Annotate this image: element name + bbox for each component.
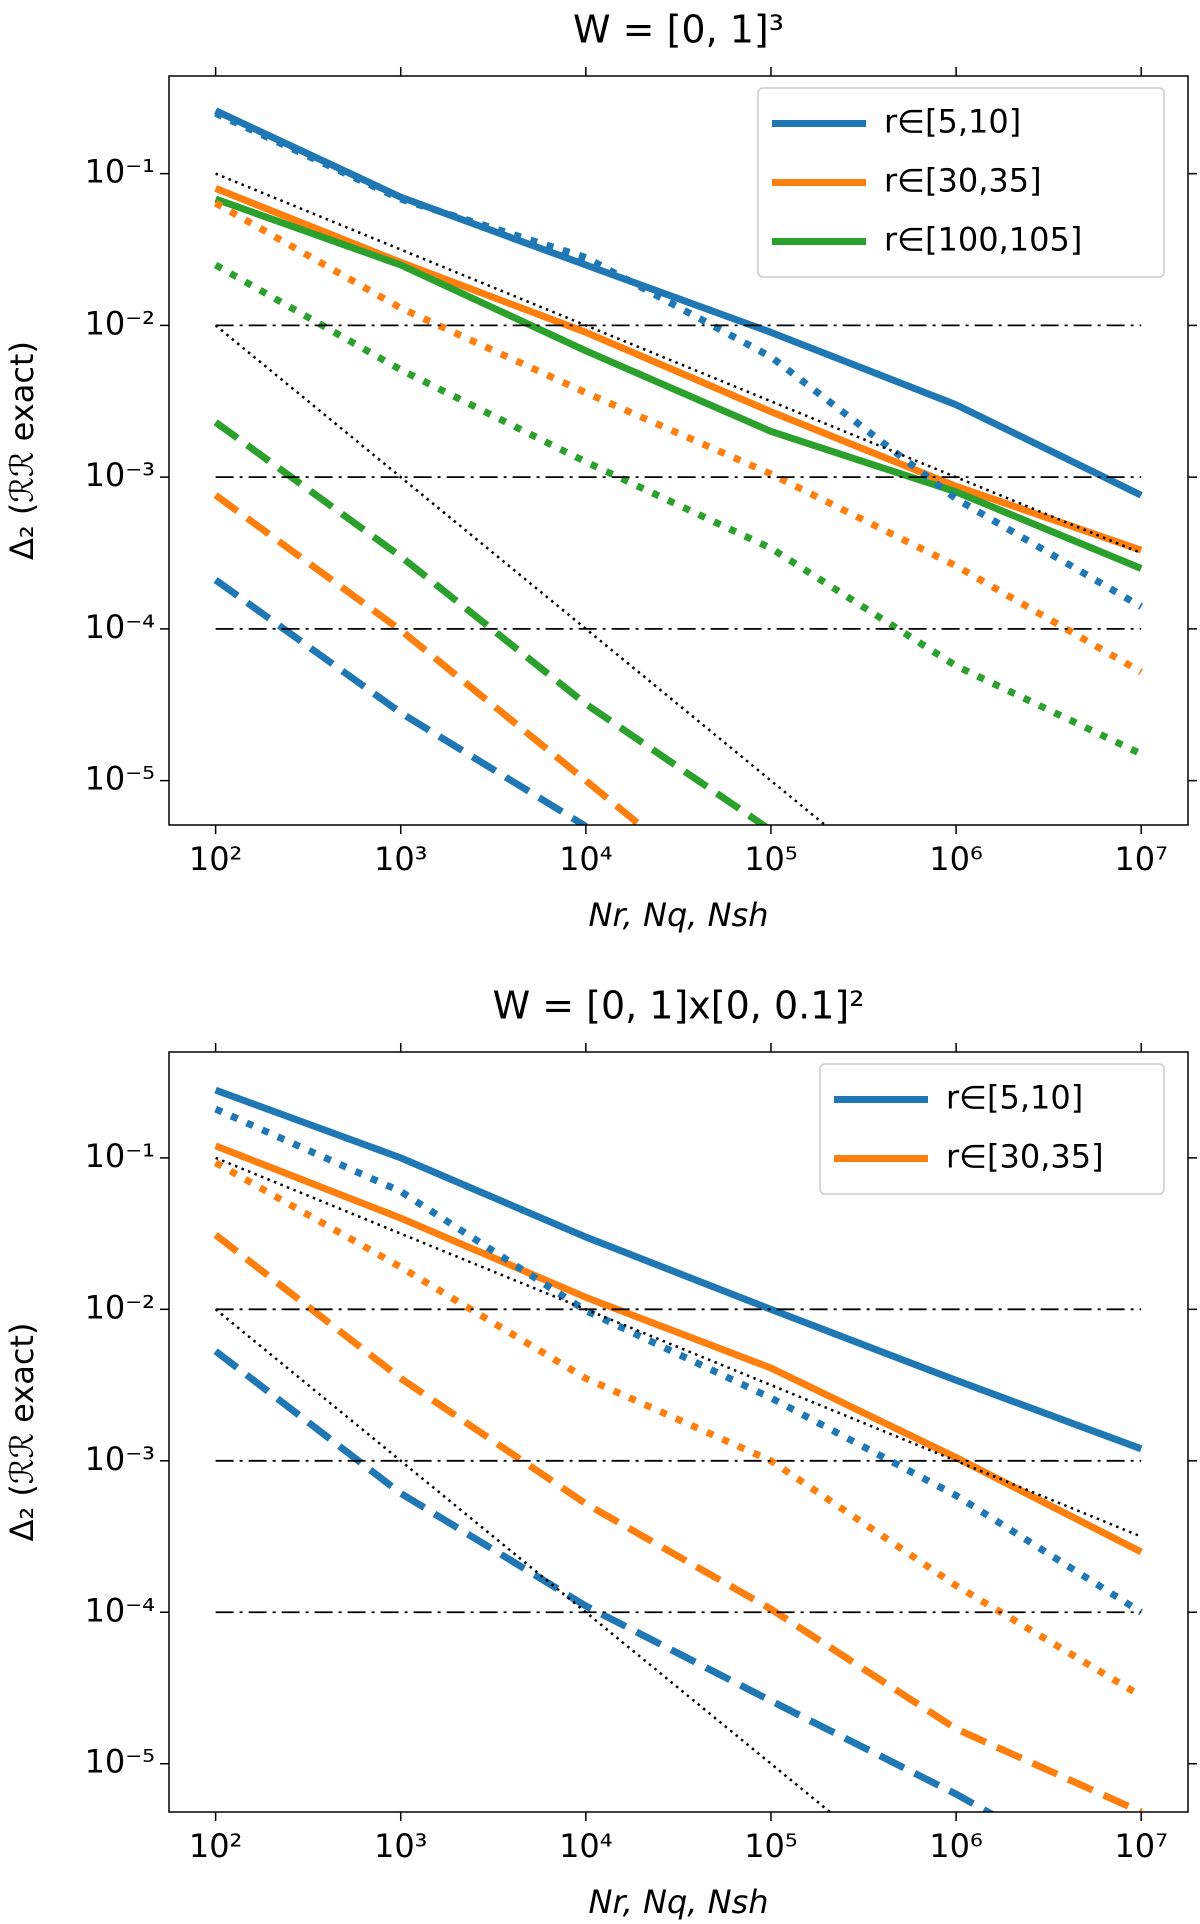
- y-tick-label: 10⁻¹: [85, 1137, 155, 1175]
- legend-box: [757, 87, 1165, 278]
- series-line: [214, 1105, 1144, 1616]
- y-axis-label: Δ₂ (ℛℛ exact): [3, 341, 41, 560]
- series-line: [213, 1159, 1143, 1699]
- x-tick-label: 10⁷: [1114, 1827, 1168, 1865]
- y-tick-label: 10⁻⁵: [85, 1743, 155, 1781]
- x-tick-label: 10⁶: [929, 1827, 983, 1865]
- y-tick-label: 10⁻⁴: [85, 608, 155, 646]
- series-line: [213, 1348, 996, 1812]
- x-tick-label: 10⁷: [1114, 840, 1168, 878]
- panel: W = [0, 1]³ Nr, Nq, Nsh Δ₂ (ℛℛ exact) 10² 10…: [3, 8, 1197, 934]
- y-axis-label: Δ₂ (ℛℛ exact): [3, 1323, 41, 1542]
- y-tick-label: 10⁻²: [85, 1288, 155, 1326]
- x-axis-label: Nr, Nq, Nsh: [589, 896, 769, 934]
- series-line: [215, 172, 1142, 555]
- series-line: [213, 577, 588, 825]
- series-line: [214, 195, 1143, 572]
- y-tick-label: 10⁻²: [85, 304, 155, 342]
- legend: r∈[5,10] r∈[30,35]: [819, 1063, 1165, 1195]
- chart-title: W = [0, 1]³: [573, 8, 784, 52]
- series-line: [214, 1086, 1143, 1453]
- y-tick-label: 10⁻⁴: [85, 1591, 155, 1629]
- x-tick-label: 10²: [189, 1827, 243, 1865]
- axes-frame: [168, 75, 1189, 826]
- legend: r∈[5,10] r∈[30,35] r∈[100,105]: [757, 87, 1165, 278]
- x-tick-label: 10²: [189, 840, 243, 878]
- x-tick-label: 10⁶: [929, 840, 983, 878]
- legend-label: r∈[100,105]: [884, 221, 1082, 259]
- x-tick-label: 10⁴: [559, 1827, 613, 1865]
- legend-label: r∈[30,35]: [884, 162, 1042, 200]
- y-tick-label: 10⁻³: [85, 456, 155, 494]
- x-tick-label: 10⁵: [744, 1827, 798, 1865]
- panel: W = [0, 1]x[0, 0.1]² Nr, Nq, Nsh Δ₂ (ℛℛ ex…: [3, 984, 1197, 1921]
- series-line: [214, 1142, 1143, 1556]
- x-axis-label: Nr, Nq, Nsh: [589, 1883, 769, 1921]
- legend-label: r∈[5,10]: [884, 103, 1021, 141]
- plot-area: [213, 107, 1143, 825]
- series-line: [215, 1156, 1142, 1538]
- x-tick-label: 10⁵: [744, 840, 798, 878]
- y-tick-label: 10⁻³: [85, 1440, 155, 1478]
- x-tick-label: 10³: [374, 1827, 428, 1865]
- series-line: [214, 185, 1143, 554]
- series-line: [214, 110, 1143, 610]
- legend-label: r∈[5,10]: [946, 1079, 1083, 1117]
- x-tick-label: 10⁴: [559, 840, 613, 878]
- series-line: [214, 107, 1143, 499]
- chart-title: W = [0, 1]x[0, 0.1]²: [493, 984, 865, 1028]
- legend-label: r∈[30,35]: [946, 1138, 1104, 1176]
- x-tick-label: 10³: [374, 840, 428, 878]
- axes-frame: [168, 1051, 1189, 1813]
- y-tick-label: 10⁻¹: [85, 153, 155, 191]
- plot-area: [213, 1086, 1144, 1812]
- y-tick-label: 10⁻⁵: [85, 760, 155, 798]
- series-line: [213, 1232, 1143, 1812]
